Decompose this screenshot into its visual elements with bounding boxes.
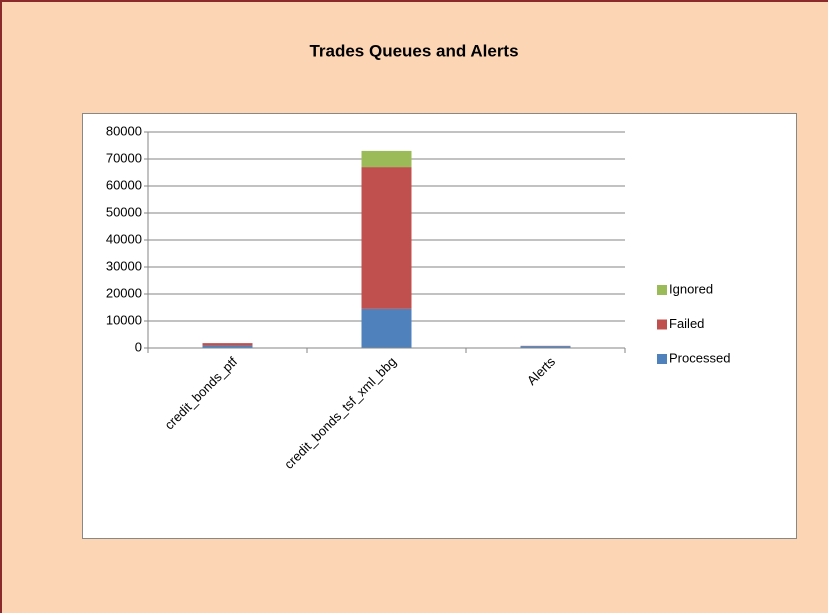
legend-swatch (657, 285, 667, 295)
bar-segment (520, 346, 571, 348)
y-tick-label: 20000 (106, 285, 142, 300)
legend-label: Ignored (669, 281, 713, 296)
y-tick-label: 70000 (106, 150, 142, 165)
y-tick-label: 80000 (106, 123, 142, 138)
legend-swatch (657, 319, 667, 330)
y-tick-label: 0 (135, 339, 142, 354)
legend-swatch (657, 354, 667, 364)
y-tick-label: 10000 (106, 312, 142, 327)
bar-segment (361, 167, 412, 309)
y-tick-label: 30000 (106, 258, 142, 273)
plot-area (82, 113, 797, 539)
bar-segment (202, 343, 253, 346)
chart-title: Trades Queues and Alerts (309, 41, 518, 60)
legend-label: Processed (669, 350, 730, 365)
legend-label: Failed (669, 316, 704, 331)
bar-segment (361, 308, 412, 348)
y-tick-label: 50000 (106, 204, 142, 219)
bar-segment (202, 345, 253, 348)
y-tick-label: 60000 (106, 177, 142, 192)
y-tick-label: 40000 (106, 231, 142, 246)
bar-segment (361, 150, 412, 168)
